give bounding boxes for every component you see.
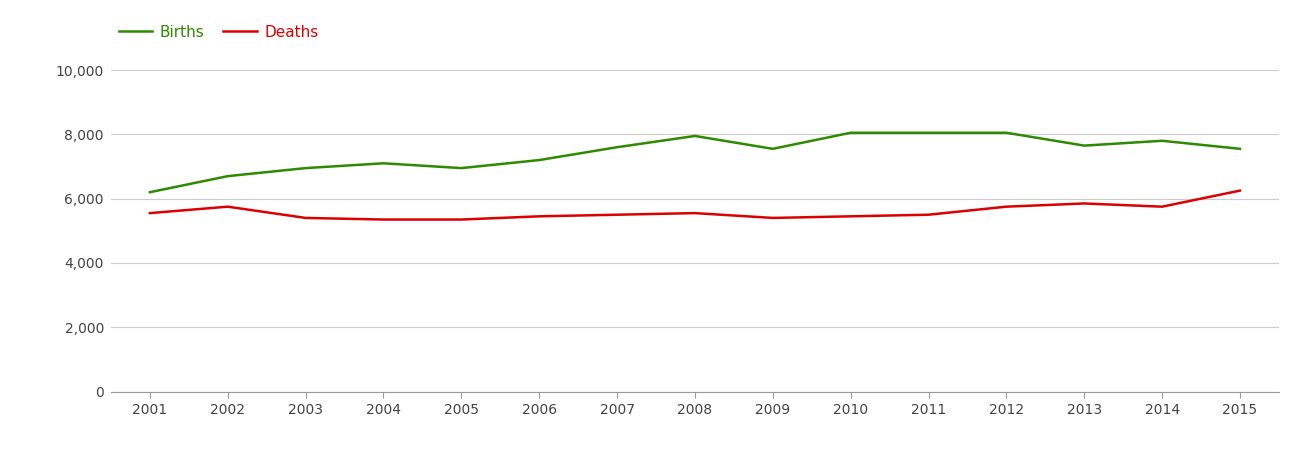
Births bbox=[998, 130, 1014, 135]
Deaths bbox=[376, 217, 392, 222]
Deaths bbox=[686, 211, 702, 216]
Deaths bbox=[920, 212, 936, 217]
Deaths bbox=[142, 211, 158, 216]
Births bbox=[142, 189, 158, 195]
Births bbox=[453, 166, 468, 171]
Deaths bbox=[531, 214, 547, 219]
Births bbox=[920, 130, 936, 135]
Deaths bbox=[765, 215, 780, 220]
Legend: Births, Deaths: Births, Deaths bbox=[119, 25, 318, 40]
Deaths bbox=[843, 214, 859, 219]
Deaths bbox=[298, 215, 313, 220]
Births bbox=[686, 133, 702, 139]
Births bbox=[1077, 143, 1092, 148]
Births bbox=[531, 158, 547, 163]
Births bbox=[843, 130, 859, 135]
Births bbox=[609, 144, 625, 150]
Deaths bbox=[1154, 204, 1169, 209]
Births bbox=[765, 146, 780, 152]
Births bbox=[1154, 138, 1169, 144]
Deaths bbox=[219, 204, 235, 209]
Line: Deaths: Deaths bbox=[150, 191, 1240, 220]
Deaths bbox=[453, 217, 468, 222]
Deaths bbox=[609, 212, 625, 217]
Births bbox=[376, 161, 392, 166]
Births bbox=[219, 173, 235, 179]
Deaths bbox=[998, 204, 1014, 209]
Births bbox=[1232, 146, 1248, 152]
Deaths bbox=[1077, 201, 1092, 206]
Deaths bbox=[1232, 188, 1248, 194]
Line: Births: Births bbox=[150, 133, 1240, 192]
Births bbox=[298, 166, 313, 171]
